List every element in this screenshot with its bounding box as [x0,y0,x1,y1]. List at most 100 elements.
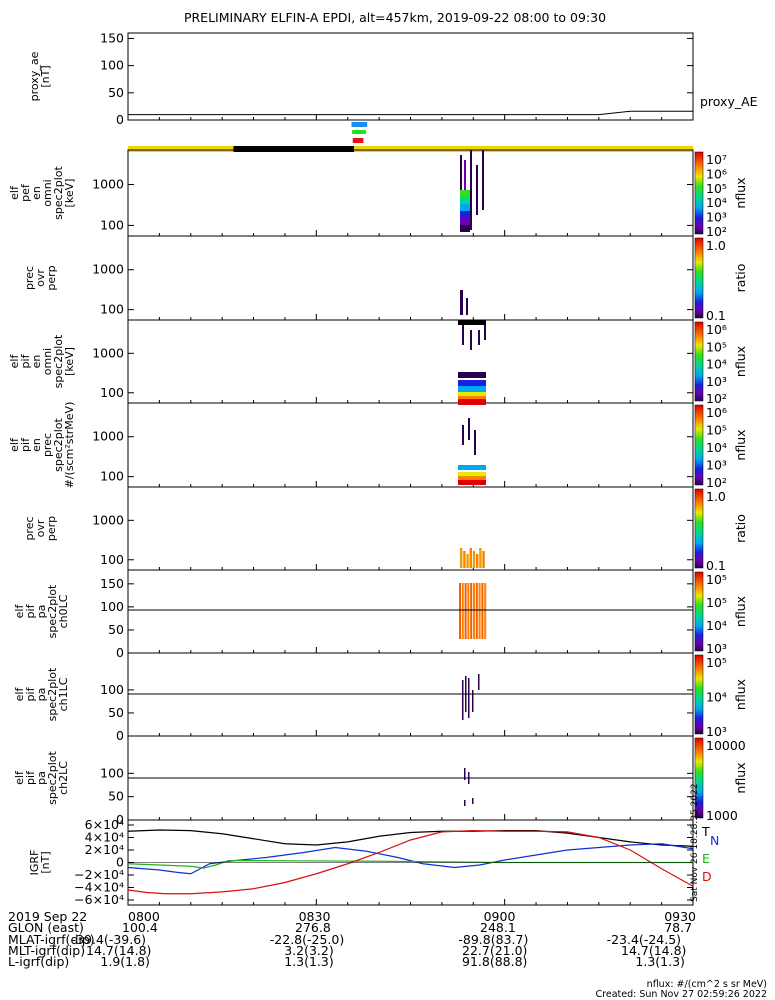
ylabel-prec_ovr_perp_2-2: perp [45,516,58,541]
ztick-label-elf_pef_omni-2: 10⁵ [706,181,727,196]
spectrum-pef-streak-0 [460,155,462,210]
spectrum-ratio2-bar-5 [476,554,479,568]
ylabel-elf_pif_omni-3: omni [41,348,54,375]
ephem-row-label-0: 2019 Sep 22 [8,909,88,924]
ylabel-elf_pif_pa_ch1-3: spec2plot [46,667,59,721]
spectrum-pa1-streak-3 [472,690,474,712]
spectrum-ratio1-streak-0 [460,290,463,315]
ytick-label-elf_pif_pa_ch2-0: 100 [100,765,124,780]
ztick-label-elf_pif_omni-4: 10² [706,391,727,406]
ylabel-elf_pif_omni-2: en [30,355,43,369]
ytick-label-igrf-1: 4×10⁴ [85,830,124,845]
colorbar-elf_pif_pa_ch2 [694,737,704,819]
ephem-row-label-4: L-igrf(dip) [8,954,70,970]
spectrum-ratio1-streak-1 [466,298,468,315]
zlabel-elf_pif_omni: nflux [733,346,748,377]
colorbar-elf_pif_prec [694,404,704,486]
ylabel-prec_ovr_perp_1-0: prec [23,266,36,290]
spectrum-pa0-bar-5 [473,583,475,639]
ylabel-elf_pif_prec-0: elf [8,437,21,452]
ylabel-elf_pif_pa_ch1-1: pif [24,686,37,701]
spectrum-pef-low-4 [460,218,470,225]
ztick-label-elf_pif_pa_ch1-2: 10³ [706,724,727,739]
ytick-label-elf_pif_pa_ch2-1: 50 [108,789,124,804]
ylabel-prec_ovr_perp_2-1: ovr [34,519,47,537]
ytick-label-elf_pif_pa_ch1-2: 0 [116,728,124,743]
ytick-label-elf_pif_pa_ch0-0: 150 [100,576,124,591]
spectrum-pef-low-2 [460,204,470,211]
spectrum-pif-streak-3 [484,322,486,340]
ephem-value-2-1: -22.8(-25.0) [269,931,345,947]
ylabel-elf_pef_omni-5: [keV] [63,179,76,208]
zlabel-prec_ovr_perp_1: ratio [733,264,748,293]
ephem-value-3-1: 3.2(3.2) [284,942,334,958]
spectrum-prec-streak-0 [462,425,464,445]
spectrum-ratio2-bar-2 [466,554,469,568]
ylabel-elf_pif_prec-3: prec [41,433,54,457]
spectrum-pa0-bar-9 [484,583,487,639]
ytick-label-prec_ovr_perp_1-0: 1000 [92,262,124,277]
ephem-value-4-0: 1.9(1.8) [100,954,150,970]
spectrum-pef-low-1 [460,197,470,204]
spectrum-ratio2-bar-6 [479,548,482,568]
ylabel-elf_pef_omni-1: pef [19,183,32,202]
zlabel-prec_ovr_perp_2: ratio [733,514,748,543]
spectrum-pa2-streak-0 [464,768,466,780]
nflux-units-note: nflux: #/(cm^2 s sr MeV) [646,979,767,990]
ytick-label-proxy_ae-0: 150 [100,30,124,45]
ytick-label-elf_pif_pa_ch2-2: 0 [116,812,124,827]
spectrum-pif-streak-1 [470,330,472,350]
ylabel-elf_pef_omni-0: elf [8,185,21,200]
ytick-label-elf_pif_omni-0: 1000 [92,345,124,360]
proxy-ae-line [128,110,693,116]
created-timestamp: Created: Sun Nov 27 02:59:26 2022 [595,989,767,1000]
legend-e: E [702,851,710,866]
ylabel-elf_pif_pa_ch0-2: pa [35,605,48,619]
ylabel-elf_pif_omni-5: [keV] [63,347,76,376]
ytick-label-proxy_ae-3: 0 [116,112,124,127]
ylabel-elf_pif_prec-5: #/(scm²strMeV) [63,402,76,489]
ztick-label-elf_pif_prec-4: 10² [706,475,727,490]
igrf-line-D [127,830,694,895]
figure-title: PRELIMINARY ELFIN-A EPDI, alt=457km, 201… [184,10,606,25]
igrf-line-E [127,860,693,869]
panel-frame-elf_pif_omni [127,319,694,404]
ytick-label-igrf-0: 6×10⁴ [85,817,124,832]
ephem-value-0-2: 0900 [483,909,516,924]
ephem-value-3-3: 14.7(14.8) [621,942,687,958]
colorbar-prec_ovr_perp_2 [694,488,704,569]
ylabel-elf_pif_prec-4: spec2plot [52,418,65,472]
ylabel-prec_ovr_perp_1-1: ovr [34,269,47,287]
legend-n: N [710,833,719,848]
ylabel-elf_pif_omni-0: elf [8,354,21,369]
ztick-label-elf_pif_pa_ch2-0: 10000 [706,738,746,753]
ztick-label-elf_pif_pa_ch0-1: 10⁵ [706,595,727,610]
ylabel-elf_pif_pa_ch2-2: pa [35,771,48,785]
spectrum-pa1-streak-0 [462,680,464,720]
ytick-label-igrf-6: −6×10⁴ [74,892,124,907]
ylabel-elf_pif_pa_ch1-4: ch1LC [57,677,70,711]
ylabel-elf_pif_pa_ch0-1: pif [24,603,37,618]
colorbar-elf_pif_pa_ch1 [694,654,704,735]
ztick-label-prec_ovr_perp_1-0: 1.0 [706,238,726,253]
ytick-label-igrf-5: −4×10⁴ [74,880,124,895]
ytick-label-elf_pef_omni-0: 1000 [92,177,124,192]
ylabel-elf_pif_pa_ch0-0: elf [13,604,26,619]
ztick-label-elf_pif_pa_ch0-0: 10⁵ [706,572,727,587]
colorbar-elf_pef_omni [694,151,704,235]
spectrum-pa0-bar-8 [481,583,484,639]
igrf-line-N [127,843,694,875]
colorbar-prec_ovr_perp_1 [694,237,704,319]
spectrum-pa0-bar-7 [478,583,481,639]
ztick-label-elf_pif_omni-2: 10⁴ [706,357,727,372]
ylabel-elf_pef_omni-2: en [30,186,43,200]
ylabel-elf_pif_omni-1: pif [19,353,32,368]
spectrum-prec-band-2 [458,476,486,481]
ephem-bar-red-5 [352,138,364,143]
spectrum-pef-low-5 [460,225,470,232]
spectrum-pif-streak-2 [478,330,480,345]
ylabel-elf_pif_pa_ch1-2: pa [35,688,48,702]
ytick-label-elf_pif_pa_ch0-2: 50 [108,622,124,637]
ylabel-prec_ovr_perp_1-2: perp [45,265,58,290]
